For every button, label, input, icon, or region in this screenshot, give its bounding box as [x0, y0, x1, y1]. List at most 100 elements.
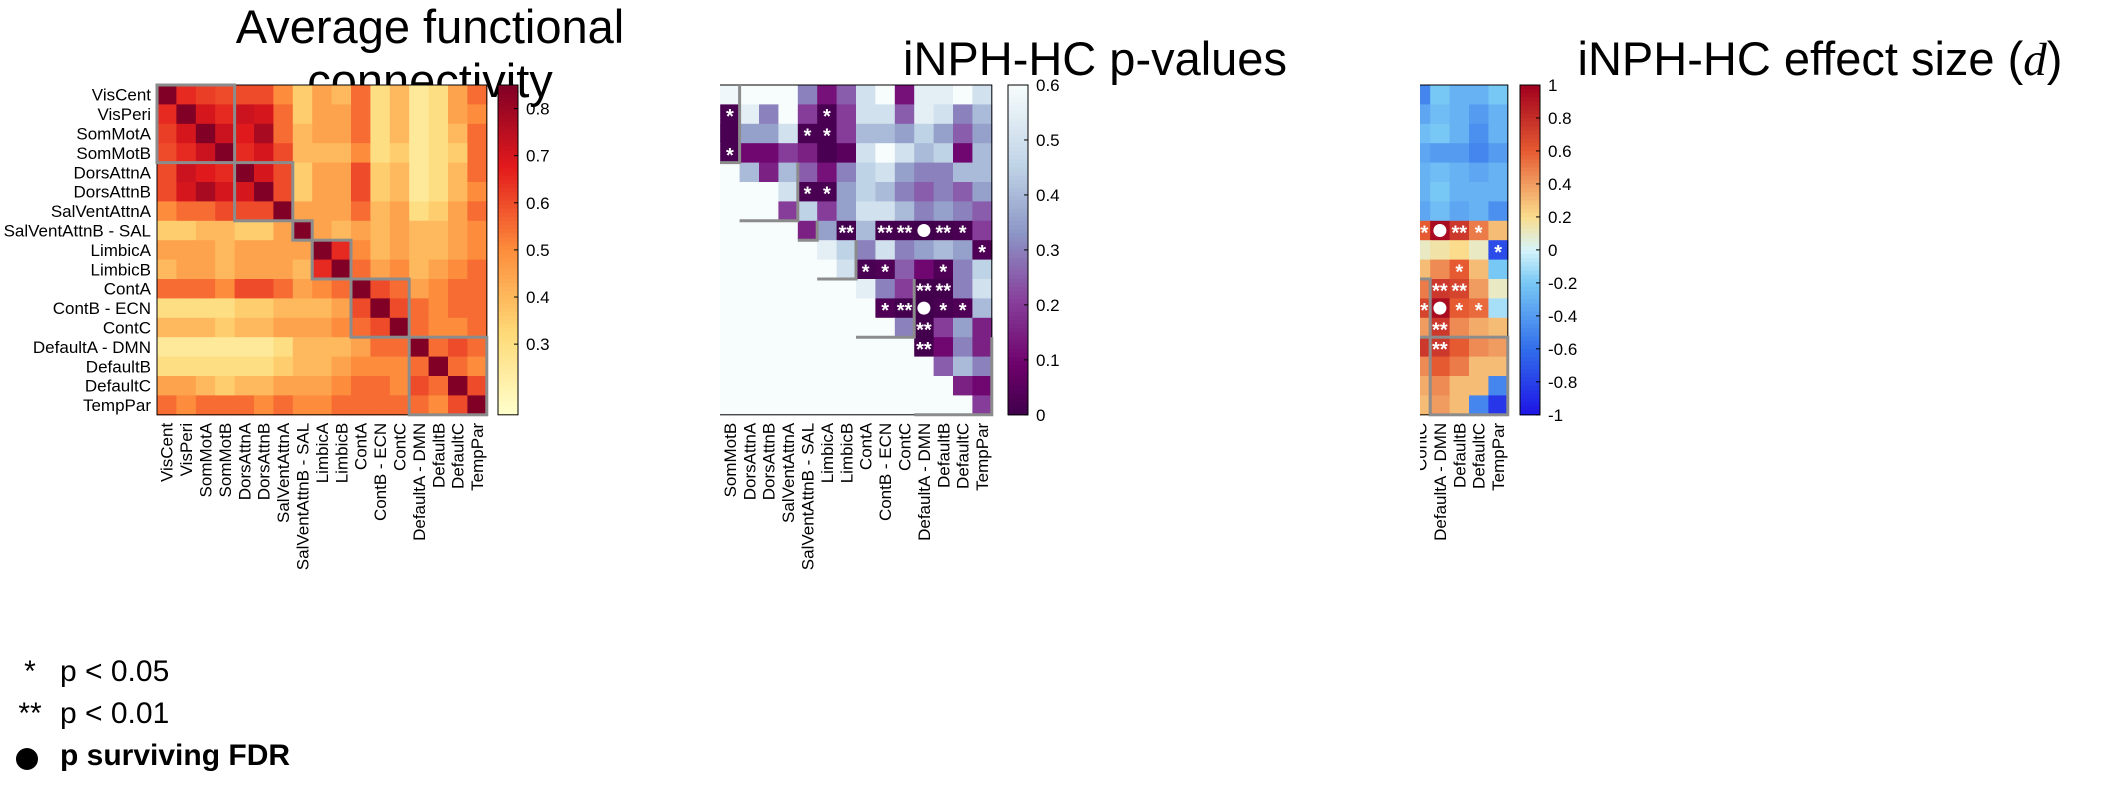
- heatmap-cell: [331, 356, 352, 377]
- heatmap-cell: [389, 376, 410, 396]
- heatmap-cell: [953, 376, 973, 396]
- colorbar-segment: [498, 357, 518, 362]
- heatmap-cell: [370, 240, 391, 261]
- colorbar-segment: [498, 352, 518, 358]
- colorbar-segment: [498, 89, 518, 94]
- heatmap-cell: [234, 356, 255, 377]
- col-label: DefaultA - DMN: [915, 423, 934, 541]
- heatmap-cell: [389, 182, 410, 202]
- heatmap-cell: [157, 104, 177, 125]
- heatmap-cell: [273, 201, 294, 222]
- heatmap-cell: [972, 317, 993, 338]
- heatmap-cell: [836, 143, 857, 164]
- heatmap-cell: [176, 376, 197, 396]
- heatmap-cell: [914, 259, 935, 280]
- heatmap-cell: [836, 162, 857, 183]
- colorbar-segment: [1008, 352, 1028, 358]
- heatmap-cell: [176, 240, 197, 261]
- heatmap-cell: [273, 104, 294, 125]
- colorbar-segment: [1520, 315, 1540, 321]
- heatmap-cell: [254, 240, 274, 261]
- colorbar-segment: [1520, 319, 1540, 325]
- colorbar-segment: [1520, 266, 1540, 272]
- colorbar-segment: [1520, 365, 1540, 371]
- colorbar-segment: [1008, 332, 1028, 338]
- heatmap-cell: [409, 240, 430, 261]
- heatmap-cell: [1488, 356, 1509, 377]
- colorbar-segment: [498, 105, 518, 111]
- colorbar-segment: [498, 295, 518, 300]
- heatmap-cell: [428, 220, 449, 241]
- heatmap-cell: [312, 220, 333, 241]
- colorbar-segment: [498, 93, 518, 98]
- network-box: [856, 279, 916, 339]
- colorbar: 0 0.1 0.2 0.3 0.4 0.5 0.6: [1007, 76, 1060, 425]
- heatmap-cell: [312, 143, 333, 164]
- heatmap-cell: [215, 85, 236, 105]
- heatmap-cell: [428, 395, 449, 416]
- heatmap-cell: [720, 220, 741, 241]
- colorbar-segment: [1008, 377, 1028, 383]
- col-label: SomMotB: [721, 423, 740, 498]
- heatmap-cell: [467, 240, 488, 261]
- heatmap-cell: [817, 104, 838, 125]
- colorbar-segment: [1520, 381, 1540, 387]
- heatmap-cell: [953, 279, 973, 299]
- heatmap-cell: [1430, 317, 1451, 338]
- network-box: [1420, 277, 1432, 339]
- colorbar-segment: [498, 159, 518, 164]
- heatmap-cell: [797, 143, 818, 164]
- col-label: TempPar: [468, 422, 487, 490]
- heatmap-cell: [234, 240, 255, 261]
- colorbar-segment: [1520, 101, 1540, 107]
- colorbar-segment: [1008, 295, 1028, 300]
- colorbar-segment: [1520, 291, 1540, 296]
- heatmap-cell: [234, 182, 255, 202]
- heatmap-cell: [739, 201, 760, 222]
- double-asterisk-mark: **: [1452, 223, 1468, 245]
- heatmap-cell: [720, 356, 741, 377]
- colorbar-segment: [498, 274, 518, 280]
- heatmap-cell: [933, 317, 954, 338]
- heatmap-cell: [972, 395, 993, 416]
- heatmap-cell: [759, 123, 779, 144]
- heatmap-cell: [720, 162, 741, 183]
- heatmap-cell: [1420, 162, 1431, 183]
- heatmap-cell: [778, 298, 799, 319]
- colorbar-segment: [1520, 307, 1540, 313]
- heatmap-cell: [176, 182, 197, 202]
- heatmap-cell: [351, 356, 371, 377]
- colorbar-segment: [498, 402, 518, 408]
- heatmap-cell: [739, 259, 760, 280]
- heatmap-cell: [157, 337, 177, 358]
- heatmap-cell: [914, 395, 935, 416]
- heatmap-cell: [720, 143, 741, 164]
- heatmap-cell: [875, 201, 896, 222]
- colorbar-segment: [1008, 93, 1028, 98]
- heatmap-cell: [351, 395, 371, 416]
- heatmap-cell: [797, 376, 818, 396]
- heatmap-cell: [409, 259, 430, 280]
- heatmap-cell: [953, 143, 973, 164]
- heatmap-cell: [1469, 220, 1489, 241]
- colorbar-segment: [498, 229, 518, 235]
- heatmap-cell: [894, 162, 915, 183]
- colorbar-segment: [1008, 221, 1028, 226]
- colorbar-segment: [1520, 340, 1540, 346]
- colorbar-tick-label: 0: [1548, 241, 1557, 260]
- heatmap-cell: [953, 317, 973, 338]
- heatmap-cell: [720, 395, 741, 416]
- colorbar-tick-label: -0.2: [1548, 274, 1577, 293]
- heatmap-cell: [1420, 356, 1431, 377]
- heatmap-cell: [312, 337, 333, 358]
- heatmap-cell: [312, 201, 333, 222]
- heatmap-cell: [176, 298, 197, 319]
- heatmap-cell: [331, 317, 352, 338]
- colorbar-tick-label: 1: [1548, 76, 1557, 95]
- heatmap-cell: [1449, 85, 1470, 105]
- heatmap-cell: [351, 279, 371, 299]
- heatmap-cell: [720, 123, 741, 144]
- heatmap-cell: [428, 240, 449, 261]
- colorbar-segment: [1520, 241, 1540, 247]
- heatmap-cell: [953, 395, 973, 416]
